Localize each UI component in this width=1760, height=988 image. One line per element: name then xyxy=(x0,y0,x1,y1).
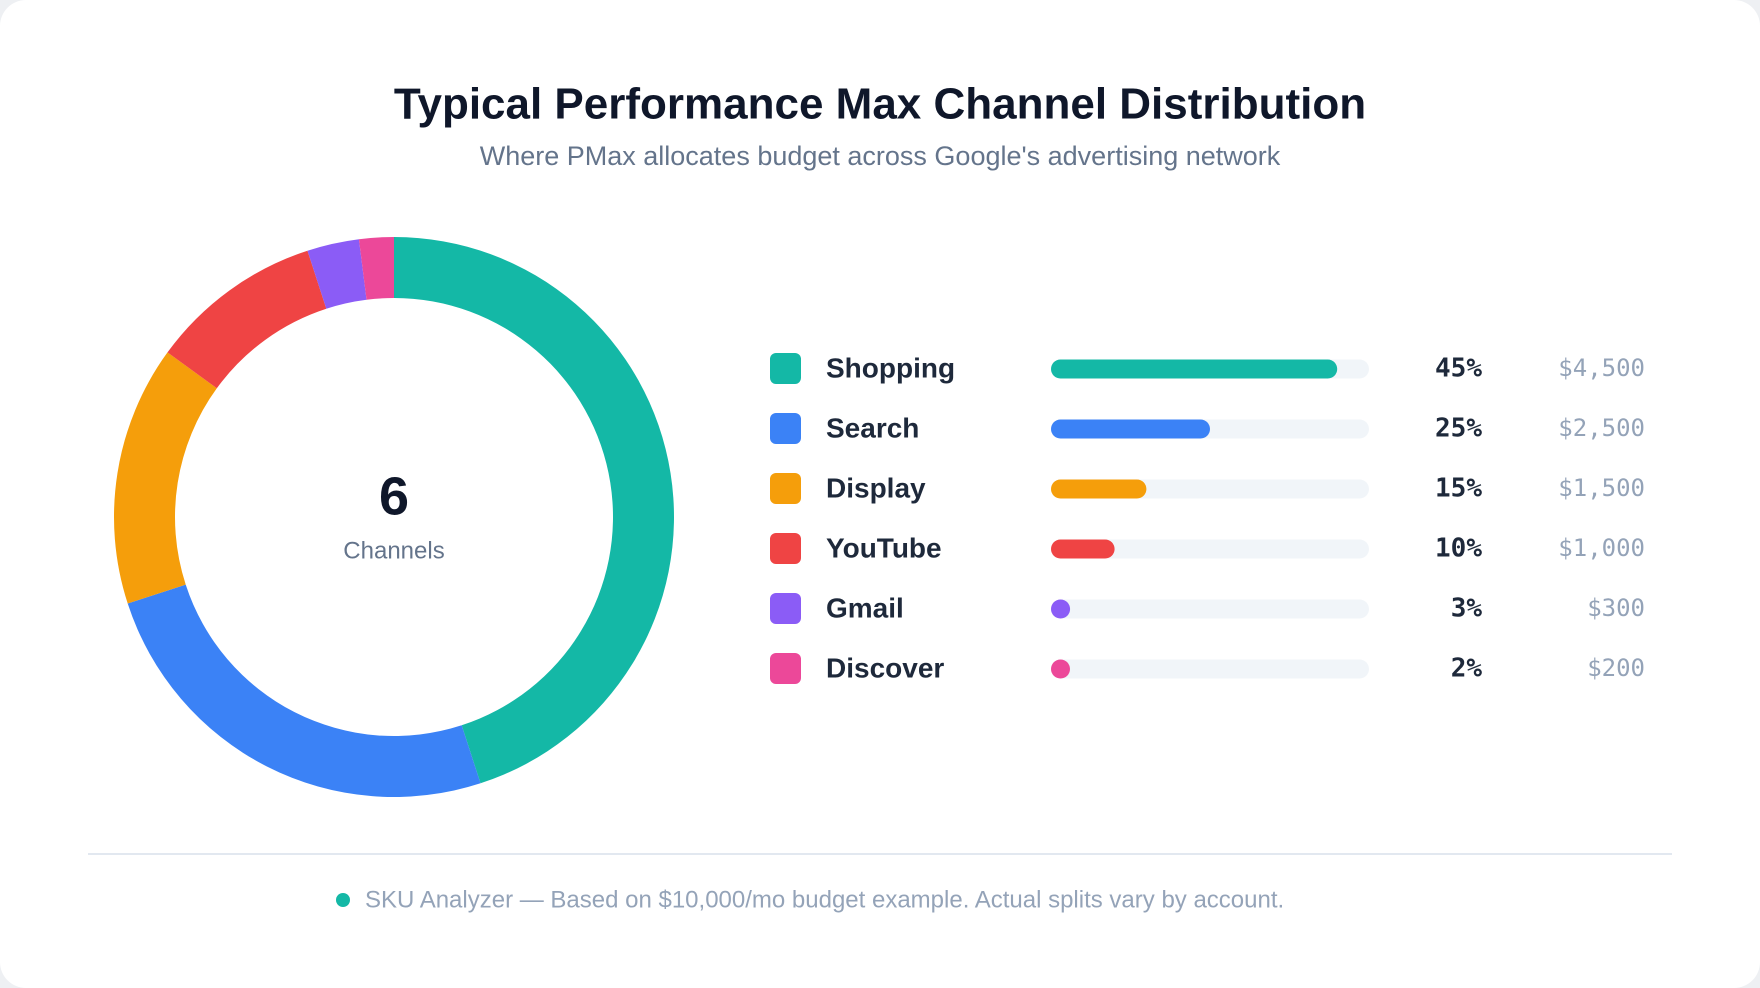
bar xyxy=(1051,419,1210,439)
donut-segment xyxy=(307,239,367,309)
chart-title: Typical Performance Max Channel Distribu… xyxy=(394,80,1366,129)
bar-track xyxy=(1051,599,1369,619)
channel-name: Search xyxy=(826,412,919,443)
amount-label: $300 xyxy=(1587,594,1645,622)
amount-label: $4,500 xyxy=(1558,354,1645,382)
legend-swatch xyxy=(770,533,801,564)
bar xyxy=(1051,659,1070,679)
footer-dot xyxy=(336,893,350,907)
percent-label: 3% xyxy=(1451,594,1483,624)
legend-swatch xyxy=(770,413,801,444)
legend-swatch xyxy=(770,593,801,624)
amount-label: $2,500 xyxy=(1558,414,1645,442)
legend-swatch xyxy=(770,473,801,504)
amount-label: $1,500 xyxy=(1558,474,1645,502)
percent-label: 2% xyxy=(1451,654,1483,684)
channel-name: Gmail xyxy=(826,592,904,623)
bar xyxy=(1051,479,1147,499)
channel-name: Shopping xyxy=(826,352,955,383)
channel-name: YouTube xyxy=(826,532,942,563)
bar xyxy=(1051,599,1071,619)
chart-subtitle: Where PMax allocates budget across Googl… xyxy=(480,141,1281,171)
channel-name: Display xyxy=(826,472,926,503)
footer: SKU Analyzer — Based on $10,000/mo budge… xyxy=(365,886,1284,913)
donut-segment xyxy=(167,250,327,389)
channel-name: Discover xyxy=(826,652,944,683)
donut-segment xyxy=(358,237,394,300)
percent-label: 25% xyxy=(1435,414,1482,444)
percent-label: 10% xyxy=(1435,534,1482,564)
center-value: 6 xyxy=(379,466,409,526)
percent-label: 15% xyxy=(1435,474,1482,504)
legend-swatch xyxy=(770,653,801,684)
percent-label: 45% xyxy=(1435,354,1482,384)
bar-track xyxy=(1051,659,1369,679)
bar-track xyxy=(1051,539,1369,559)
bar xyxy=(1051,539,1115,559)
amount-label: $1,000 xyxy=(1558,534,1645,562)
donut-segment xyxy=(113,352,217,604)
center-label: Channels xyxy=(343,537,444,564)
donut-segment xyxy=(127,584,481,797)
donut-segment xyxy=(394,237,674,784)
legend-swatch xyxy=(770,353,801,384)
bar xyxy=(1051,359,1338,379)
amount-label: $200 xyxy=(1587,654,1645,682)
